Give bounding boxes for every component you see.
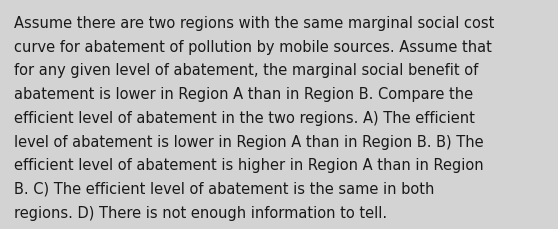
Text: abatement is lower in Region A than in Region B. Compare the: abatement is lower in Region A than in R… — [14, 87, 473, 102]
Text: efficient level of abatement in the two regions. A) The efficient: efficient level of abatement in the two … — [14, 110, 475, 125]
Text: Assume there are two regions with the same marginal social cost: Assume there are two regions with the sa… — [14, 16, 494, 31]
Text: efficient level of abatement is higher in Region A than in Region: efficient level of abatement is higher i… — [14, 158, 484, 172]
Text: level of abatement is lower in Region A than in Region B. B) The: level of abatement is lower in Region A … — [14, 134, 484, 149]
Text: for any given level of abatement, the marginal social benefit of: for any given level of abatement, the ma… — [14, 63, 478, 78]
Text: B. C) The efficient level of abatement is the same in both: B. C) The efficient level of abatement i… — [14, 181, 434, 196]
Text: curve for abatement of pollution by mobile sources. Assume that: curve for abatement of pollution by mobi… — [14, 40, 492, 55]
Text: regions. D) There is not enough information to tell.: regions. D) There is not enough informat… — [14, 205, 387, 220]
